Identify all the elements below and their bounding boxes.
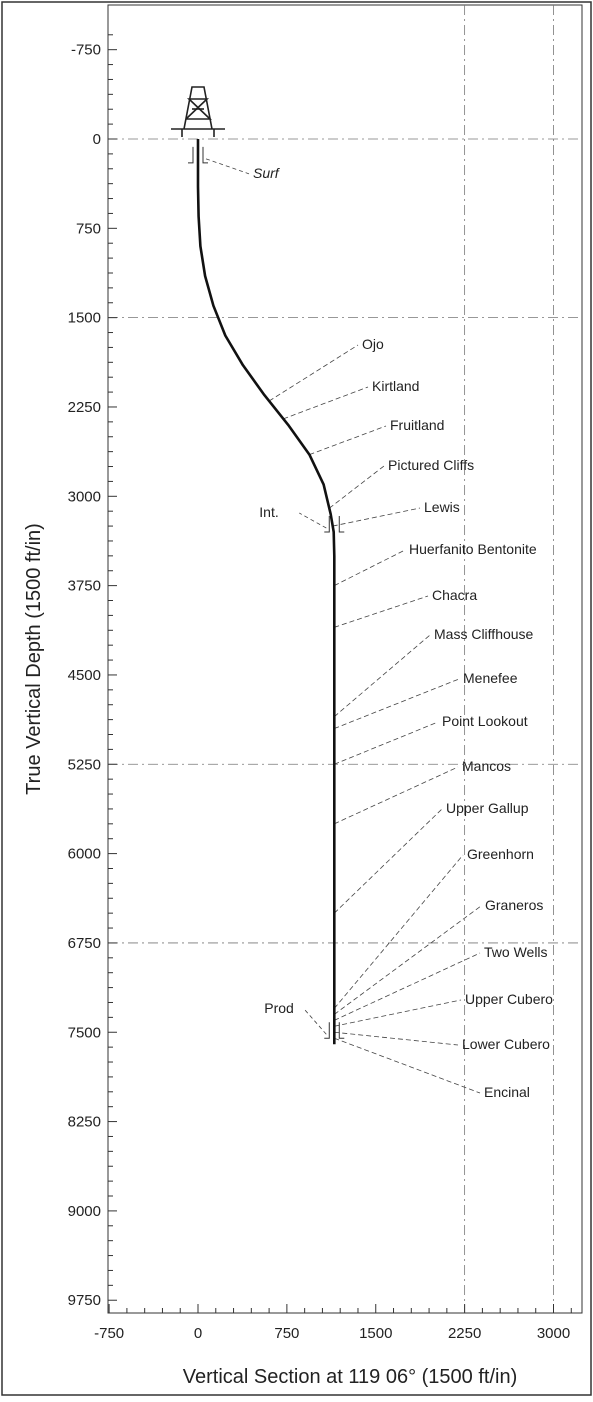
y-tick-label: 2250 [68, 399, 101, 416]
x-tick-label: 750 [274, 1325, 299, 1342]
formation-leader-line [334, 634, 431, 717]
casing-shoe-marker [338, 1022, 345, 1039]
y-tick-label: 5250 [68, 756, 101, 773]
formation-leader-line [283, 386, 369, 420]
tick-layer: -750 0 750 1500 2250 3000 3750 4500 5250 6000 6750… [68, 34, 572, 1342]
y-tick-label: -750 [71, 42, 101, 59]
casing-leader-line [299, 512, 327, 529]
formation-leader-line [333, 854, 464, 1009]
casing-leader-line [205, 158, 250, 175]
drilling-rig-icon [171, 86, 225, 137]
casing-shoe-marker [324, 1022, 330, 1039]
casing-shoe-marker [338, 516, 345, 533]
formation-label: Greenhorn [467, 846, 534, 862]
casing-layer [188, 146, 345, 1039]
formation-leader-line [332, 507, 421, 527]
formation-label: Upper Gallup [446, 800, 529, 816]
x-tick-label: 2250 [448, 1325, 481, 1342]
y-tick-label: 9750 [68, 1292, 101, 1309]
y-tick-label: 4500 [68, 667, 101, 684]
formation-leader-line [334, 952, 481, 1021]
formation-leader-line [334, 549, 406, 586]
formation-label: Mass Cliffhouse [434, 626, 534, 642]
formation-label: Huerfanito Bentonite [409, 541, 537, 557]
y-tick-label: 0 [93, 131, 101, 148]
y-tick-label: 9000 [68, 1203, 101, 1220]
y-tick-label: 1500 [68, 310, 101, 327]
formation-leader-line [333, 808, 443, 914]
x-tick-label: -750 [94, 1325, 124, 1342]
casing-label: Surf [253, 165, 281, 181]
casing-shoe-marker [324, 516, 330, 533]
well-path-line [196, 139, 336, 1045]
x-tick-label: 0 [194, 1325, 202, 1342]
formation-label: Lewis [424, 499, 460, 515]
formation-label: Fruitland [390, 417, 444, 433]
formation-leader-line [268, 344, 359, 402]
formation-label: Lower Cubero [462, 1036, 550, 1052]
formation-leader-line [309, 425, 387, 455]
y-tick-label: 6750 [68, 935, 101, 952]
rig-bracing [185, 98, 212, 120]
formation-label: Encinal [484, 1084, 530, 1100]
formation-label: Kirtland [372, 378, 419, 394]
leader-layer [268, 344, 482, 1094]
x-tick-label: 1500 [359, 1325, 392, 1342]
casing-shoe-marker [188, 146, 194, 164]
formation-label: Upper Cubero [465, 991, 553, 1007]
y-tick-label: 6000 [68, 846, 101, 863]
formation-label: Mancos [462, 758, 511, 774]
y-tick-label: 8250 [68, 1114, 101, 1131]
grid-layer [108, 5, 582, 1313]
formation-leader-line [334, 595, 429, 628]
formation-leader-line [334, 1031, 459, 1046]
formation-label: Chacra [432, 587, 477, 603]
y-tick-label: 3750 [68, 578, 101, 595]
formation-label: Menefee [463, 670, 518, 686]
formation-leader-line [334, 766, 459, 825]
formation-label: Pictured Cliffs [388, 457, 474, 473]
path-layer [196, 139, 336, 1045]
y-tick-label: 3000 [68, 488, 101, 505]
label-layer: Surf Int. Prod Ojo Kirtland Fruitland Pictured… [205, 158, 553, 1100]
plot-area [107, 4, 583, 1314]
rig-derrick [183, 86, 213, 130]
y-tick-label: 7500 [68, 1024, 101, 1041]
formation-leader-line [334, 999, 462, 1027]
formation-leader-line [334, 721, 439, 765]
formation-label: Ojo [362, 336, 384, 352]
y-tick-label: 750 [76, 220, 101, 237]
formation-leader-line [334, 905, 482, 1015]
formation-leader-line [334, 678, 460, 729]
formation-leader-line [329, 465, 385, 509]
y-axis-title: True Vertical Depth (1500 ft/in) [23, 523, 45, 795]
formation-label: Point Lookout [442, 713, 528, 729]
formation-leader-line [334, 1037, 481, 1094]
casing-label: Prod [264, 1000, 294, 1016]
casing-shoe-marker [202, 146, 208, 164]
casing-label: Int. [259, 504, 278, 520]
casing-leader-line [303, 1008, 327, 1035]
formation-label: Two Wells [484, 944, 548, 960]
formation-label: Graneros [485, 897, 543, 913]
x-tick-label: 3000 [537, 1325, 570, 1342]
x-axis-title: Vertical Section at 119 06° (1500 ft/in) [183, 1366, 518, 1388]
